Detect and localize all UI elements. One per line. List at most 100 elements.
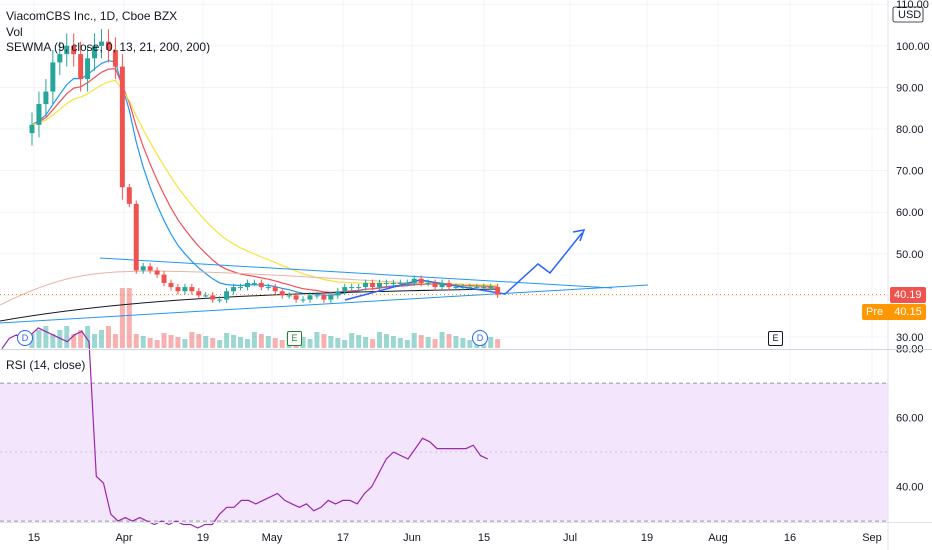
candle-body bbox=[286, 295, 292, 297]
candle-body bbox=[488, 287, 494, 289]
volume-bar bbox=[238, 337, 243, 348]
ma200-line bbox=[0, 288, 501, 322]
volume-bar bbox=[314, 332, 320, 348]
rsi-line bbox=[1, 327, 489, 529]
volume-bar bbox=[460, 338, 466, 348]
volume-bar bbox=[363, 337, 369, 348]
candle-body bbox=[272, 287, 278, 292]
ma200-secondary-line bbox=[0, 270, 501, 306]
time-tick-label: 15 bbox=[28, 532, 40, 544]
volume-bar bbox=[349, 333, 355, 348]
candle-body bbox=[446, 282, 452, 288]
candle-body bbox=[92, 45, 98, 59]
candle-body bbox=[182, 287, 188, 292]
volume-bar bbox=[71, 334, 77, 348]
time-tick-label: 19 bbox=[641, 532, 653, 544]
candle-body bbox=[474, 287, 480, 289]
volume-bar bbox=[189, 332, 195, 348]
candle-body bbox=[224, 291, 230, 300]
candle-body bbox=[133, 203, 139, 271]
price-tick-label: 100.00 bbox=[896, 41, 930, 53]
candle-body bbox=[363, 282, 369, 288]
earnings-marker[interactable]: E bbox=[768, 331, 783, 346]
volume-bar bbox=[390, 336, 396, 348]
candle-body bbox=[411, 278, 417, 283]
candle-body bbox=[383, 282, 389, 284]
candle-body bbox=[335, 291, 341, 296]
candle-body bbox=[300, 299, 306, 301]
upper-trendline bbox=[99, 257, 613, 289]
candle-body bbox=[349, 287, 355, 289]
candle-body bbox=[189, 287, 195, 292]
volume-bar bbox=[321, 334, 327, 348]
candle-body bbox=[342, 287, 348, 292]
lower-trendline bbox=[0, 284, 649, 324]
candle-body bbox=[85, 58, 91, 80]
volume-bar bbox=[300, 337, 306, 348]
dividend-marker[interactable]: D bbox=[17, 330, 33, 346]
volume-bar bbox=[370, 339, 376, 348]
volume-bar bbox=[210, 338, 216, 348]
volume-bar bbox=[279, 340, 285, 348]
rsi-legend: RSI (14, close) bbox=[6, 358, 86, 372]
volume-bar bbox=[217, 340, 223, 348]
candle-body bbox=[293, 295, 299, 300]
candle-body bbox=[175, 287, 181, 292]
currency-label: USD bbox=[898, 9, 921, 21]
candle-body bbox=[64, 45, 70, 55]
candle-body bbox=[425, 282, 431, 284]
candle-body bbox=[370, 282, 376, 288]
candle-body bbox=[404, 282, 410, 284]
volume-bar bbox=[140, 336, 146, 348]
candle-body bbox=[231, 287, 237, 292]
volume-bar bbox=[251, 332, 257, 348]
volume-bar bbox=[126, 288, 132, 348]
volume-bar bbox=[446, 334, 452, 348]
volume-bar bbox=[307, 339, 313, 348]
earnings-marker[interactable]: E bbox=[287, 331, 302, 346]
price-tick-label: 30.00 bbox=[896, 332, 924, 344]
sewma-legend: SEWMA (9, close, 0, 13, 21, 200, 200) bbox=[6, 40, 211, 54]
currency-box bbox=[892, 6, 924, 23]
candle-body bbox=[432, 282, 438, 288]
volume-bar bbox=[411, 333, 417, 348]
volume-bar bbox=[119, 288, 125, 348]
volume-bar bbox=[182, 339, 188, 348]
volume-bar bbox=[154, 340, 160, 348]
candle-body bbox=[161, 274, 167, 283]
volume-bar bbox=[224, 333, 230, 348]
candle-body bbox=[196, 291, 202, 296]
candle-body bbox=[439, 282, 445, 288]
candle-body bbox=[217, 299, 223, 301]
candle-body bbox=[71, 45, 77, 55]
volume-bar bbox=[265, 336, 271, 348]
time-tick-label: 15 bbox=[478, 532, 490, 544]
candle-body bbox=[210, 295, 216, 300]
ema-fast-line bbox=[31, 60, 498, 296]
time-tick-label: 17 bbox=[337, 532, 349, 544]
volume-bar bbox=[453, 336, 459, 348]
candle-body bbox=[112, 49, 118, 67]
candle-body bbox=[126, 187, 132, 204]
dividend-marker[interactable]: D bbox=[472, 330, 488, 346]
moving-averages bbox=[0, 60, 501, 322]
volume-bar bbox=[272, 338, 278, 348]
volume-bar bbox=[397, 338, 403, 348]
volume-bars bbox=[29, 288, 501, 348]
price-tick-label: 80.00 bbox=[896, 124, 924, 136]
price-tick-label: 90.00 bbox=[896, 82, 924, 94]
candle-body bbox=[356, 287, 362, 289]
premarket-tag: Pre 40.15 bbox=[862, 304, 926, 320]
price-tick-label: 110.00 bbox=[896, 0, 929, 11]
volume-bar bbox=[231, 335, 237, 348]
volume-bar bbox=[36, 330, 42, 348]
trendlines bbox=[0, 229, 888, 324]
ema-mid-line bbox=[31, 68, 498, 293]
rsi-tick-label: 40.00 bbox=[896, 482, 924, 494]
volume-bar bbox=[258, 334, 264, 348]
premarket-price: 40.15 bbox=[894, 306, 922, 318]
candle-body bbox=[307, 295, 313, 300]
candle-body bbox=[251, 282, 257, 284]
